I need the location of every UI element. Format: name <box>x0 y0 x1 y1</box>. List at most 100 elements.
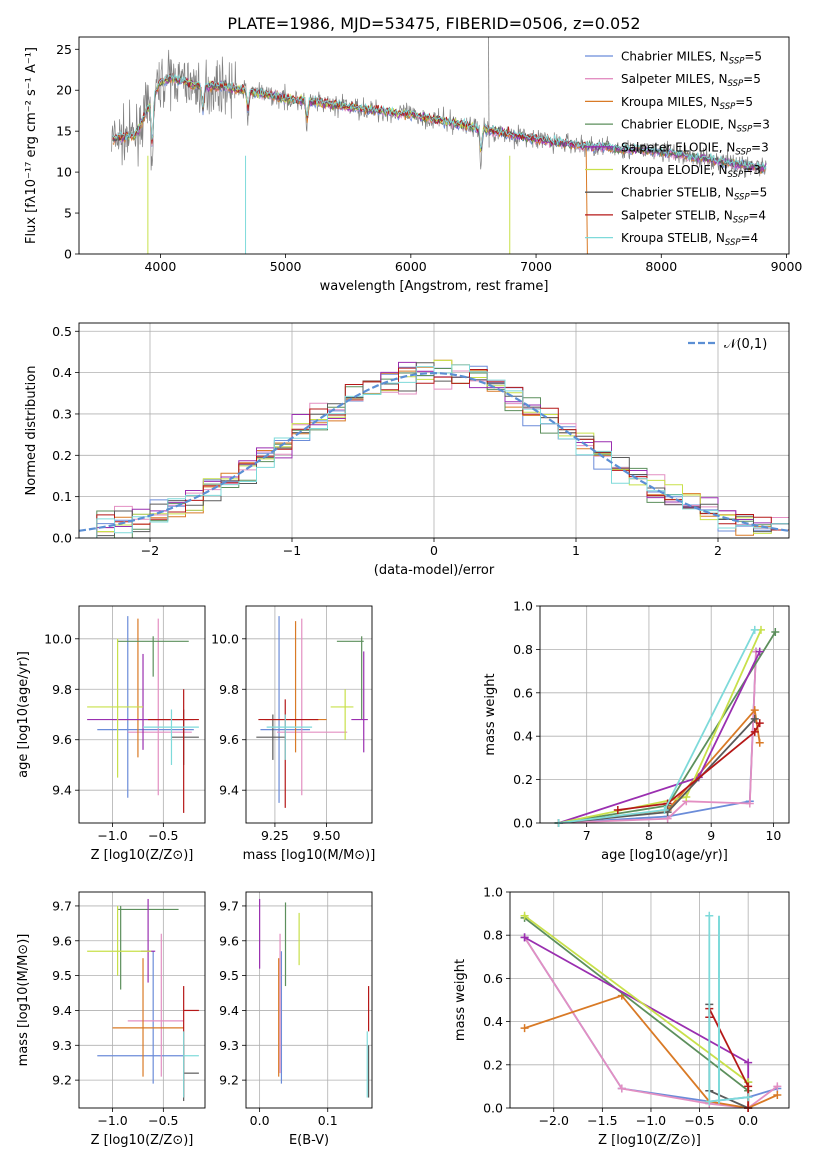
y-tick-label: 9.6 <box>219 732 239 747</box>
weight-line <box>617 722 761 811</box>
weight-marker <box>750 706 759 715</box>
x-tick-label: 9000 <box>771 259 803 274</box>
age-vs-mass-panel: 9.25 9.50 9.4 9.6 9.8 10.0 mass [log10(M/M⊙)] <box>211 605 375 863</box>
figure-title: PLATE=1986, MJD=53475, FIBERID=0506, z=0… <box>227 14 640 33</box>
legend-label: Kroupa MILES, NSSP=5 <box>621 95 753 112</box>
x-tick-label: −1.5 <box>587 1113 617 1128</box>
y-tick-label: 1.0 <box>483 885 503 900</box>
x-tick-label: 9.25 <box>261 828 289 843</box>
weight-marker <box>682 792 691 801</box>
legend-label: Chabrier ELODIE, NSSP=3 <box>621 118 770 135</box>
y-tick-label: 9.7 <box>219 898 239 913</box>
x-axis-label: E(B-V) <box>289 1133 329 1148</box>
x-tick-label: 8000 <box>645 259 677 274</box>
x-axis-label: Z [log10(Z/Z⊙)] <box>598 1133 701 1148</box>
weight-marker <box>744 1082 753 1091</box>
legend-label: 𝒩(0,1) <box>724 337 767 352</box>
y-tick-label: 0.5 <box>52 324 72 339</box>
x-tick-label: −2 <box>141 543 159 558</box>
weight-line <box>558 629 762 824</box>
weight-line <box>524 936 750 1108</box>
axes-frame <box>78 891 206 1109</box>
residuals-panel: −2 −1 0 1 2 0.0 0.1 0.2 0.3 0.4 0.5 (data-model)/er… <box>24 322 790 578</box>
model-spectrum <box>112 73 509 152</box>
x-tick-label: −1.0 <box>636 1113 666 1128</box>
weight-marker <box>520 911 529 920</box>
x-tick-label: 0.0 <box>738 1113 758 1128</box>
age-vs-Z-panel: −1.0 −0.5 9.4 9.6 9.8 10.0 Z [log10(Z/Z⊙)] age … <box>16 605 206 863</box>
x-tick-label: 0.0 <box>250 1113 270 1128</box>
y-tick-label: 0.8 <box>483 928 503 943</box>
legend-label: Kroupa ELODIE, NSSP=3 <box>621 163 761 180</box>
weight-marker <box>755 719 764 728</box>
x-tick-label: −1.0 <box>97 828 127 843</box>
y-tick-label: 0.3 <box>52 406 72 421</box>
y-tick-label: 9.4 <box>219 783 239 798</box>
mass-vs-EBV-panel: 0.0 0.1 9.2 9.3 9.4 9.5 9.6 9.7 E(B-V) <box>219 891 373 1148</box>
y-tick-label: 0.4 <box>513 729 533 744</box>
weight-line <box>558 651 761 824</box>
age-vs-Z-plot <box>87 616 199 813</box>
weight-marker <box>773 1082 782 1091</box>
weight-line <box>558 629 756 824</box>
y-tick-label: 5 <box>64 206 72 221</box>
mass-weight-vs-age-panel: 7 8 9 10 0.0 0.2 0.4 0.6 0.8 1.0 age [log10(age/yr… <box>483 599 790 863</box>
y-tick-label: 9.6 <box>52 732 72 747</box>
normal-curve <box>79 371 789 532</box>
mass-vs-Z-panel: −1.0 −0.5 9.2 9.3 9.4 9.5 9.6 9.7 Z [log10(Z/Z⊙)… <box>16 891 206 1148</box>
y-tick-label: 9.2 <box>52 1073 72 1088</box>
x-axis-label: Z [log10(Z/Z⊙)] <box>91 1133 194 1148</box>
legend-label: Salpeter STELIB, NSSP=4 <box>621 208 766 225</box>
y-axis-label: mass [log10(M/M⊙)] <box>16 934 31 1067</box>
y-tick-label: 0.0 <box>483 1101 503 1116</box>
x-axis-label: Z [log10(Z/Z⊙)] <box>91 848 194 863</box>
y-tick-label: 9.5 <box>219 968 239 983</box>
weight-marker <box>750 727 759 736</box>
weight-marker <box>660 805 669 814</box>
axes-frame <box>78 322 790 539</box>
x-tick-label: 8 <box>645 828 653 843</box>
weight-line <box>558 651 757 824</box>
data-spike <box>488 37 490 148</box>
legend-label: Kroupa STELIB, NSSP=4 <box>621 231 758 248</box>
y-tick-label: 9.6 <box>52 933 72 948</box>
y-tick-label: 0.4 <box>483 1014 503 1029</box>
axes-frame <box>78 605 206 824</box>
y-tick-label: 0.6 <box>513 685 533 700</box>
x-tick-label: 7 <box>583 828 591 843</box>
y-axis-label: age [log10(age/yr)] <box>16 651 31 778</box>
weight-marker <box>520 933 529 942</box>
y-tick-label: 10 <box>56 165 72 180</box>
weight-marker <box>744 1093 753 1102</box>
y-axis-label: Normed distribution <box>24 366 39 496</box>
y-tick-label: 0.2 <box>513 772 533 787</box>
model-spectrum <box>112 73 767 171</box>
x-tick-label: −2.0 <box>539 1113 569 1128</box>
axes-frame <box>509 891 790 1109</box>
weight-line <box>558 631 777 824</box>
spectrum-plot <box>111 37 767 254</box>
weight-marker <box>745 799 754 808</box>
x-tick-label: −0.5 <box>148 1113 178 1128</box>
y-tick-label: 0.1 <box>52 489 72 504</box>
model-drop <box>585 147 588 254</box>
y-tick-label: 20 <box>56 83 72 98</box>
y-tick-label: 10.0 <box>44 631 72 646</box>
legend-label: Chabrier MILES, NSSP=5 <box>621 50 762 67</box>
weight-marker <box>750 714 759 723</box>
x-tick-label: 9.50 <box>313 828 341 843</box>
observed-spectrum <box>111 49 767 178</box>
weight-marker <box>755 738 764 747</box>
weight-marker <box>705 1097 714 1106</box>
y-tick-label: 0.4 <box>52 365 72 380</box>
y-tick-label: 0.2 <box>52 448 72 463</box>
y-tick-label: 0.2 <box>483 1057 503 1072</box>
legend-label: Salpeter MILES, NSSP=5 <box>621 72 761 89</box>
y-tick-label: 0.8 <box>513 642 533 657</box>
axes-frame <box>539 605 790 824</box>
y-tick-label: 9.8 <box>219 682 239 697</box>
weight-marker <box>773 1091 782 1100</box>
weight-marker <box>617 1084 626 1093</box>
x-tick-label: 6000 <box>395 259 427 274</box>
